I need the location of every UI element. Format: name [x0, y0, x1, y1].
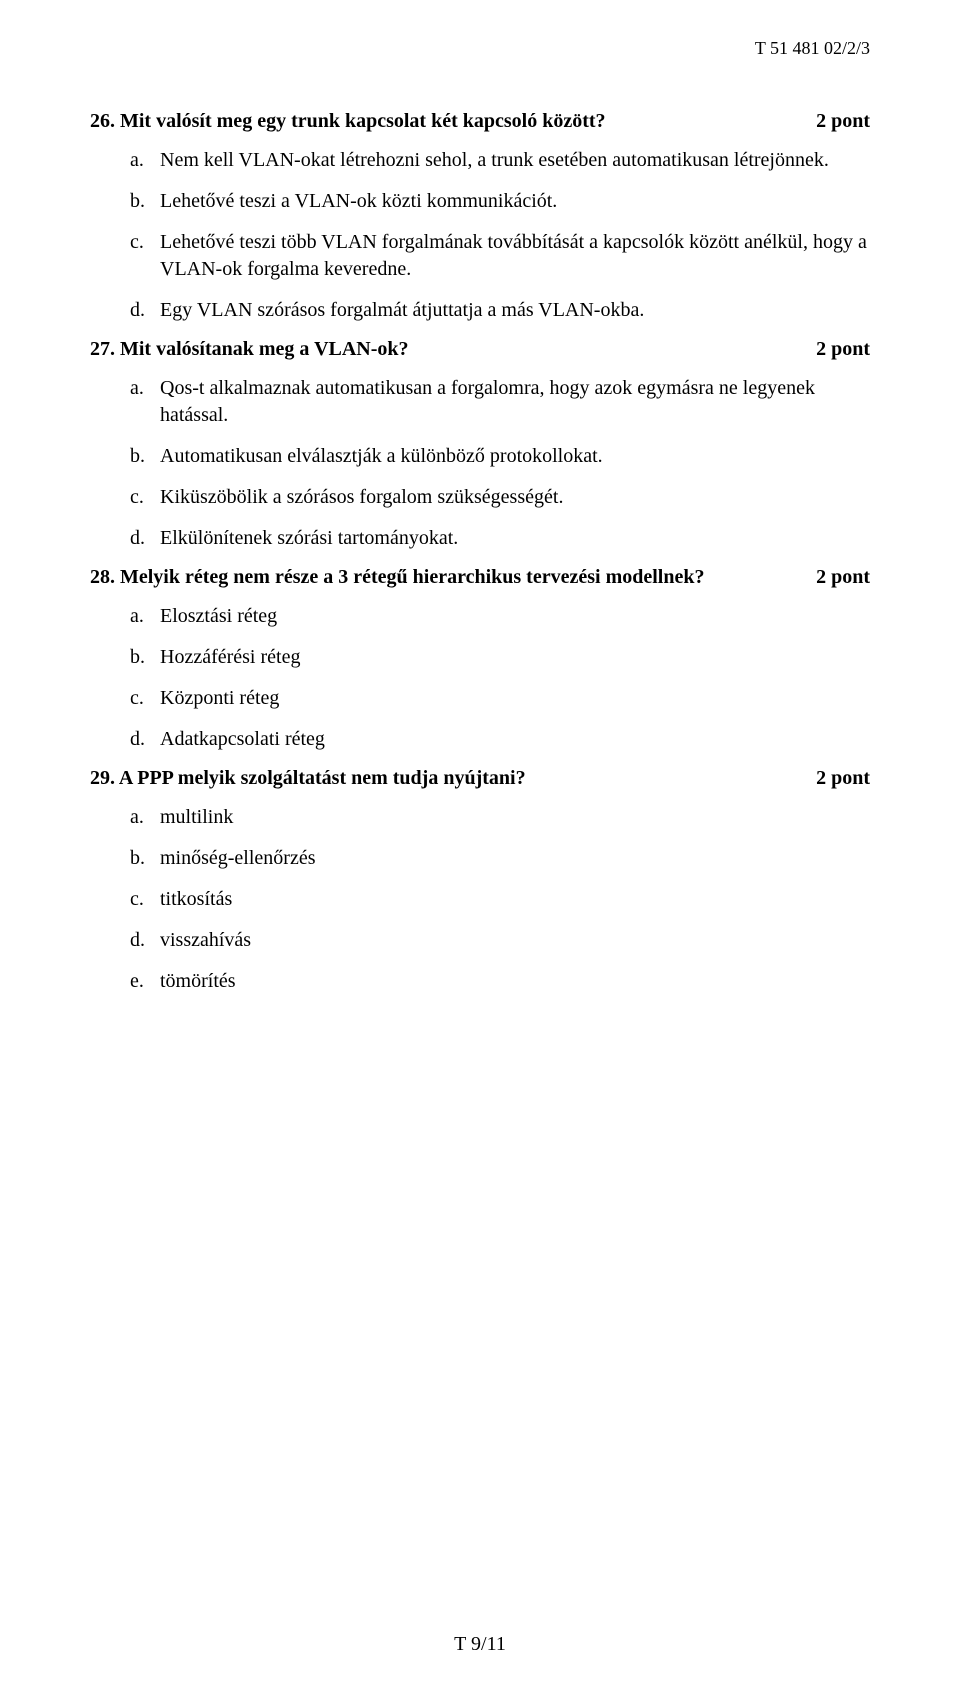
- option-c: c. Kiküszöbölik a szórásos forgalom szük…: [130, 484, 870, 511]
- option-text: tömörítés: [160, 968, 870, 995]
- option-d: d. visszahívás: [130, 927, 870, 954]
- page: T 51 481 02/2/3 26. Mit valósít meg egy …: [0, 0, 960, 1704]
- option-text: Adatkapcsolati réteg: [160, 726, 870, 753]
- question-title: 29. A PPP melyik szolgáltatást nem tudja…: [90, 767, 796, 790]
- option-text: Központi réteg: [160, 685, 870, 712]
- question-title: 27. Mit valósítanak meg a VLAN-ok?: [90, 338, 796, 361]
- option-text: Automatikusan elválasztják a különböző p…: [160, 443, 870, 470]
- question-number: 28.: [90, 566, 115, 588]
- question-row: 29. A PPP melyik szolgáltatást nem tudja…: [90, 767, 870, 790]
- question-title: 26. Mit valósít meg egy trunk kapcsolat …: [90, 110, 796, 133]
- question-row: 27. Mit valósítanak meg a VLAN-ok? 2 pon…: [90, 338, 870, 361]
- question-points: 2 pont: [796, 110, 870, 133]
- option-letter: a.: [130, 804, 160, 831]
- option-letter: a.: [130, 375, 160, 402]
- option-d: d. Elkülönítenek szórási tartományokat.: [130, 525, 870, 552]
- option-letter: b.: [130, 644, 160, 671]
- question-27: 27. Mit valósítanak meg a VLAN-ok? 2 pon…: [90, 338, 870, 552]
- option-letter: c.: [130, 484, 160, 511]
- option-text: Lehetővé teszi több VLAN forgalmának tov…: [160, 229, 870, 283]
- option-c: c. Központi réteg: [130, 685, 870, 712]
- option-b: b. Automatikusan elválasztják a különböz…: [130, 443, 870, 470]
- option-c: c. Lehetővé teszi több VLAN forgalmának …: [130, 229, 870, 283]
- option-letter: c.: [130, 229, 160, 256]
- question-points: 2 pont: [796, 338, 870, 361]
- option-letter: d.: [130, 525, 160, 552]
- option-a: a. multilink: [130, 804, 870, 831]
- header-code: T 51 481 02/2/3: [755, 38, 870, 59]
- question-points: 2 pont: [796, 767, 870, 790]
- question-28: 28. Melyik réteg nem része a 3 rétegű hi…: [90, 566, 870, 753]
- option-d: d. Egy VLAN szórásos forgalmát átjuttatj…: [130, 297, 870, 324]
- option-text: Elkülönítenek szórási tartományokat.: [160, 525, 870, 552]
- option-text: minőség-ellenőrzés: [160, 845, 870, 872]
- option-letter: b.: [130, 443, 160, 470]
- option-letter: a.: [130, 147, 160, 174]
- option-e: e. tömörítés: [130, 968, 870, 995]
- option-text: Lehetővé teszi a VLAN-ok közti kommuniká…: [160, 188, 870, 215]
- option-letter: a.: [130, 603, 160, 630]
- question-row: 26. Mit valósít meg egy trunk kapcsolat …: [90, 110, 870, 133]
- option-text: visszahívás: [160, 927, 870, 954]
- option-letter: d.: [130, 297, 160, 324]
- option-b: b. Hozzáférési réteg: [130, 644, 870, 671]
- question-29: 29. A PPP melyik szolgáltatást nem tudja…: [90, 767, 870, 995]
- option-a: a. Qos-t alkalmaznak automatikusan a for…: [130, 375, 870, 429]
- option-text: Egy VLAN szórásos forgalmát átjuttatja a…: [160, 297, 870, 324]
- option-letter: b.: [130, 845, 160, 872]
- option-letter: b.: [130, 188, 160, 215]
- content: 26. Mit valósít meg egy trunk kapcsolat …: [90, 110, 870, 995]
- option-letter: c.: [130, 886, 160, 913]
- option-b: b. minőség-ellenőrzés: [130, 845, 870, 872]
- option-text: Qos-t alkalmaznak automatikusan a forgal…: [160, 375, 870, 429]
- option-text: multilink: [160, 804, 870, 831]
- option-letter: d.: [130, 927, 160, 954]
- question-text: Mit valósítanak meg a VLAN-ok?: [120, 338, 409, 360]
- option-letter: c.: [130, 685, 160, 712]
- question-number: 29.: [90, 767, 115, 789]
- question-points: 2 pont: [796, 566, 870, 589]
- question-title: 28. Melyik réteg nem része a 3 rétegű hi…: [90, 566, 796, 589]
- option-a: a. Nem kell VLAN-okat létrehozni sehol, …: [130, 147, 870, 174]
- option-text: Elosztási réteg: [160, 603, 870, 630]
- question-26: 26. Mit valósít meg egy trunk kapcsolat …: [90, 110, 870, 324]
- option-letter: d.: [130, 726, 160, 753]
- option-text: Hozzáférési réteg: [160, 644, 870, 671]
- option-text: Kiküszöbölik a szórásos forgalom szükség…: [160, 484, 870, 511]
- option-b: b. Lehetővé teszi a VLAN-ok közti kommun…: [130, 188, 870, 215]
- question-text: Melyik réteg nem része a 3 rétegű hierar…: [120, 566, 704, 588]
- option-c: c. titkosítás: [130, 886, 870, 913]
- option-text: Nem kell VLAN-okat létrehozni sehol, a t…: [160, 147, 870, 174]
- question-number: 27.: [90, 338, 115, 360]
- question-text: Mit valósít meg egy trunk kapcsolat két …: [120, 110, 606, 132]
- question-text: A PPP melyik szolgáltatást nem tudja nyú…: [119, 767, 526, 789]
- option-text: titkosítás: [160, 886, 870, 913]
- option-a: a. Elosztási réteg: [130, 603, 870, 630]
- question-row: 28. Melyik réteg nem része a 3 rétegű hi…: [90, 566, 870, 589]
- option-d: d. Adatkapcsolati réteg: [130, 726, 870, 753]
- option-letter: e.: [130, 968, 160, 995]
- question-number: 26.: [90, 110, 115, 132]
- page-footer: T 9/11: [0, 1633, 960, 1656]
